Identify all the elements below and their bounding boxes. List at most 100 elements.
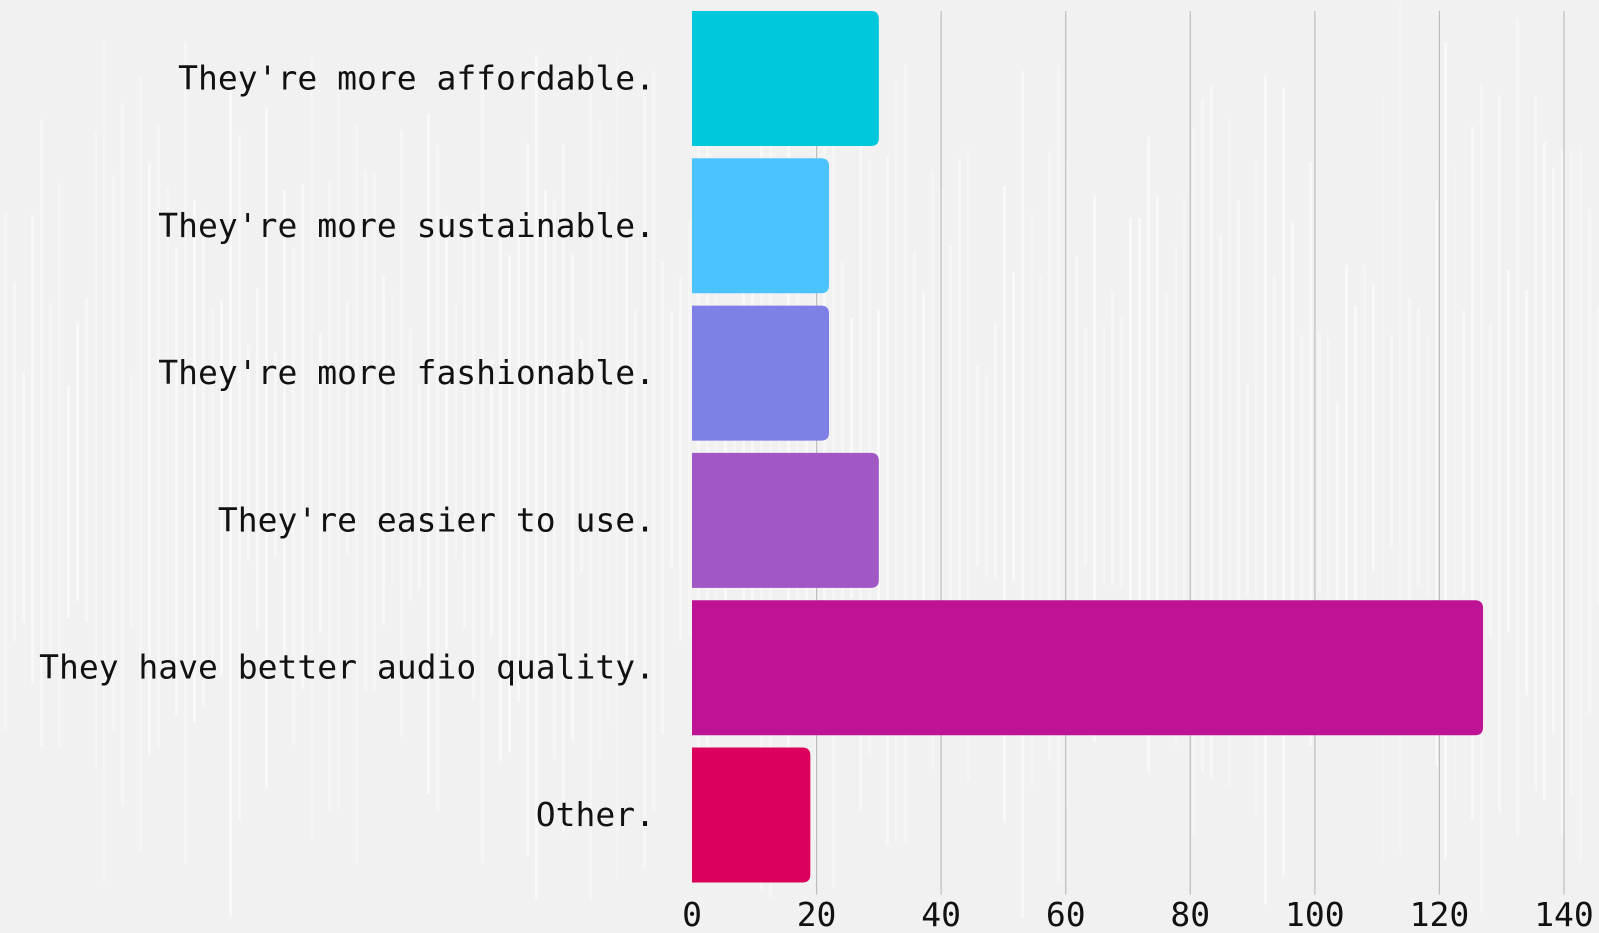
background-stripe [58, 183, 61, 748]
background-stripe [1147, 136, 1150, 774]
background-stripe [922, 291, 925, 718]
background-stripe [31, 215, 34, 683]
background-stripe [1336, 403, 1339, 606]
background-stripe [85, 298, 88, 622]
background-stripe [904, 65, 907, 843]
background-stripe [1282, 87, 1285, 877]
background-stripe [877, 310, 880, 603]
background-stripe [1345, 265, 1348, 627]
background-stripe [1363, 264, 1366, 723]
background-stripe [472, 213, 475, 700]
background-stripe [1318, 332, 1321, 593]
x-tick-label: 100 [1285, 895, 1345, 933]
bars [692, 11, 1484, 883]
background-stripe [1471, 126, 1474, 820]
background-stripe [418, 384, 421, 590]
bar [692, 747, 811, 883]
category-label: They're more fashionable. [158, 353, 655, 392]
background-stripe [346, 301, 349, 555]
background-stripe [355, 123, 358, 864]
background-stripe [1228, 116, 1231, 788]
background-stripe [1489, 323, 1492, 638]
background-stripe [67, 385, 70, 618]
category-label: They're more affordable. [178, 59, 655, 98]
background-stripe [544, 189, 547, 676]
background-stripe [76, 322, 79, 602]
background-stripe [607, 180, 610, 724]
background-stripe [499, 236, 502, 762]
background-stripe [1093, 195, 1096, 742]
background-stripe [1021, 71, 1024, 918]
background-stripe [49, 303, 52, 657]
category-label: Other. [536, 795, 655, 834]
background-stripe [193, 200, 196, 723]
background-stripe [328, 181, 331, 811]
background-stripe [283, 190, 286, 678]
background-stripe [157, 125, 160, 750]
background-stripe [1525, 290, 1528, 696]
background-stripe [337, 70, 340, 810]
background-stripe [616, 55, 619, 880]
category-label: They have better audio quality. [39, 648, 655, 687]
background-stripe [256, 288, 259, 628]
background-stripe [1120, 316, 1123, 590]
background-stripe [112, 175, 115, 731]
category-label: They're more sustainable. [158, 206, 655, 245]
background-stripe [40, 118, 43, 747]
background-stripe [571, 252, 574, 742]
bar [692, 305, 830, 441]
background-stripe [1237, 200, 1240, 724]
background-stripe [967, 151, 970, 781]
background-stripe [1300, 334, 1303, 646]
background-stripe [1129, 217, 1132, 686]
background-stripe [949, 245, 952, 647]
background-stripe [580, 339, 583, 573]
background-stripe [1183, 198, 1186, 722]
background-stripe [1426, 335, 1429, 597]
background-stripe [1399, 3, 1402, 853]
background-stripe [1273, 276, 1276, 625]
background-stripe [211, 309, 214, 663]
background-stripe [130, 374, 133, 627]
background-stripe [229, 85, 232, 916]
background-stripe [1381, 96, 1384, 862]
background-stripe [301, 184, 304, 689]
background-stripe [4, 211, 7, 731]
background-stripe [481, 74, 484, 864]
x-tick-labels: 0 20 40 60 80 100 120 140 [682, 895, 1594, 933]
background-stripe [1057, 65, 1060, 883]
background-stripe [445, 215, 448, 650]
background-stripe [265, 108, 268, 788]
background-stripe [274, 353, 277, 558]
background-stripe [652, 70, 655, 811]
background-stripe [1462, 310, 1465, 595]
background-stripe [1354, 306, 1357, 663]
background-stripe [1327, 338, 1330, 598]
background-stripe [13, 282, 16, 642]
background-stripe [1480, 83, 1483, 913]
background-stripe [1291, 222, 1294, 692]
background-stripe [382, 275, 385, 626]
background-stripe [994, 322, 997, 580]
background-stripe [247, 344, 250, 561]
background-stripe [670, 311, 673, 568]
background-stripe [1579, 149, 1582, 862]
background-stripe [985, 374, 988, 578]
background-stripe [409, 329, 412, 601]
background-stripe [679, 277, 682, 641]
background-stripe [1534, 96, 1537, 791]
background-stripe [976, 365, 979, 566]
background-stripe [175, 246, 178, 715]
background-stripe [562, 145, 565, 834]
category-label: They're easier to use. [218, 500, 655, 539]
background-stripe [598, 119, 601, 760]
background-stripe [238, 134, 241, 821]
background-stripe [1543, 142, 1546, 800]
background-stripe [400, 130, 403, 737]
background-stripe [1372, 284, 1375, 571]
background-stripe [1192, 128, 1195, 836]
background-stripe [1219, 234, 1222, 619]
background-stripe [436, 144, 439, 811]
background-stripe [427, 113, 430, 794]
